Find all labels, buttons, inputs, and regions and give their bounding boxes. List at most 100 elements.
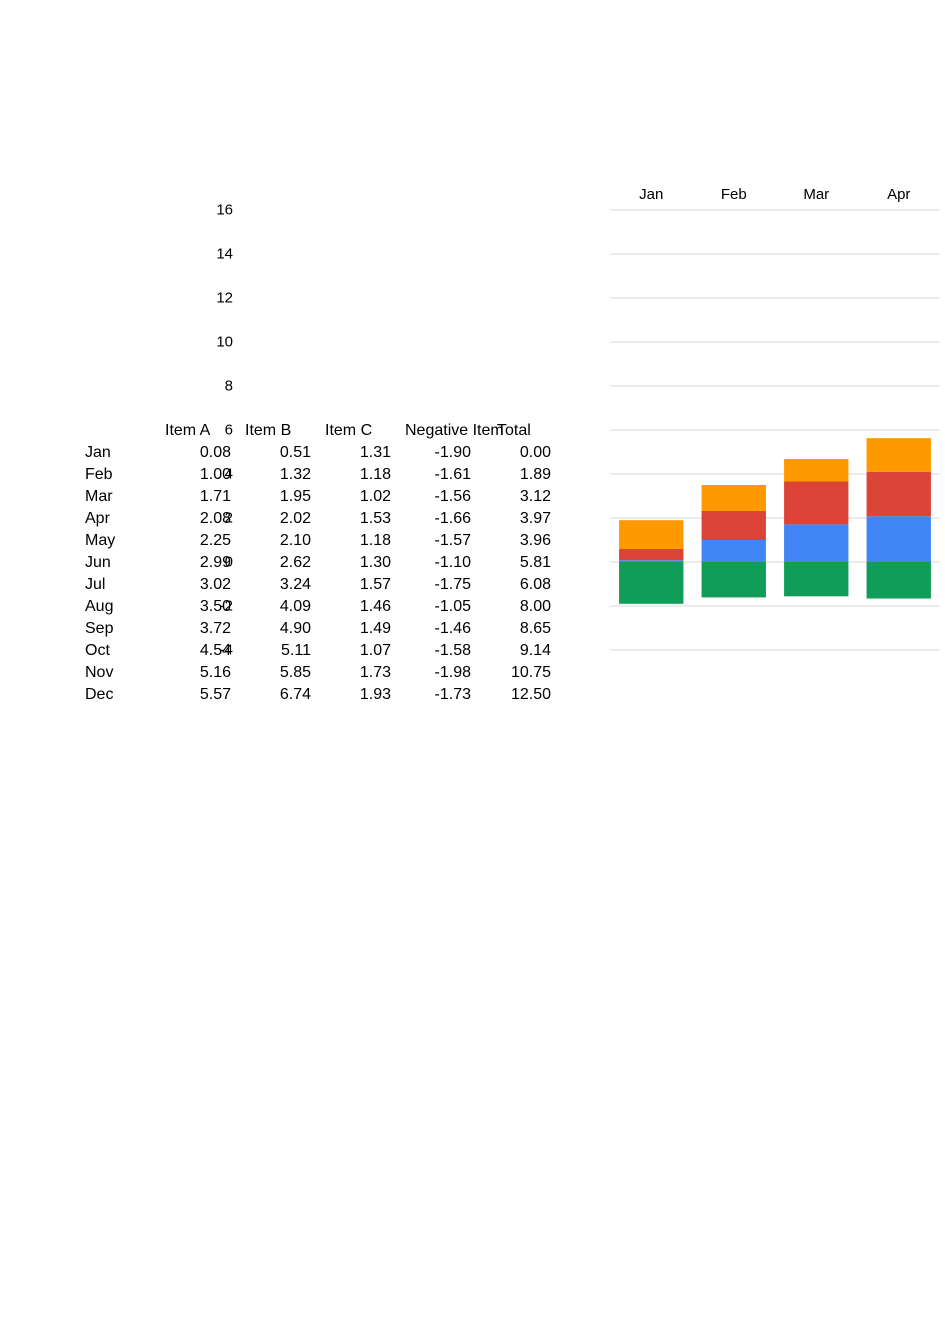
chart-plot-area bbox=[575, 180, 940, 654]
y-tick-label: 10 bbox=[216, 334, 233, 351]
table-row: Mar1.711.951.02-1.563.12 bbox=[85, 486, 565, 508]
table-cell: 4.54 bbox=[165, 640, 245, 662]
bar-segment bbox=[619, 560, 683, 562]
table-row: May2.252.101.18-1.573.96 bbox=[85, 530, 565, 552]
table-cell: 1.32 bbox=[245, 464, 325, 486]
row-month-label: Feb bbox=[85, 464, 165, 486]
y-tick-label: 0 bbox=[225, 554, 233, 571]
table-cell: 1.02 bbox=[325, 486, 405, 508]
table-cell: 1.57 bbox=[325, 574, 405, 596]
y-tick-label: 4 bbox=[225, 466, 233, 483]
table-cell: -1.57 bbox=[405, 530, 485, 552]
table-cell: 3.02 bbox=[165, 574, 245, 596]
bar-segment bbox=[784, 524, 848, 562]
bar-segment-negative bbox=[619, 562, 683, 604]
table-cell: -1.66 bbox=[405, 508, 485, 530]
y-tick-label: 12 bbox=[216, 290, 233, 307]
table-cell: 3.50 bbox=[165, 596, 245, 618]
table-cell: -1.05 bbox=[405, 596, 485, 618]
row-month-label: Nov bbox=[85, 662, 165, 684]
bar-segment-negative bbox=[867, 562, 931, 599]
table-cell: 1.73 bbox=[325, 662, 405, 684]
table-cell: 5.81 bbox=[485, 552, 565, 574]
table-cell: 1.71 bbox=[165, 486, 245, 508]
table-row: Jun2.992.621.30-1.105.81 bbox=[85, 552, 565, 574]
table-cell: 1.53 bbox=[325, 508, 405, 530]
table-cell: 3.97 bbox=[485, 508, 565, 530]
header-spacer bbox=[85, 420, 165, 442]
col-header: Item B bbox=[245, 420, 325, 442]
table-cell: -1.73 bbox=[405, 684, 485, 706]
bar-segment bbox=[867, 516, 931, 562]
y-tick-label: 6 bbox=[225, 422, 233, 439]
table-cell: 1.46 bbox=[325, 596, 405, 618]
table-row: Dec5.576.741.93-1.7312.50 bbox=[85, 684, 565, 706]
table-row: Jan0.080.511.31-1.900.00 bbox=[85, 442, 565, 464]
bar-segment bbox=[867, 472, 931, 516]
col-header: Item A bbox=[165, 420, 245, 442]
table-cell: 3.96 bbox=[485, 530, 565, 552]
table-cell: 1.95 bbox=[245, 486, 325, 508]
table-cell: 5.11 bbox=[245, 640, 325, 662]
table-cell: 10.75 bbox=[485, 662, 565, 684]
y-tick-label: 14 bbox=[216, 246, 233, 263]
bar-segment bbox=[702, 485, 766, 511]
table-cell: 2.62 bbox=[245, 552, 325, 574]
table-cell: 1.18 bbox=[325, 464, 405, 486]
row-month-label: Dec bbox=[85, 684, 165, 706]
table-row: Aug3.504.091.46-1.058.00 bbox=[85, 596, 565, 618]
table-row: Feb1.001.321.18-1.611.89 bbox=[85, 464, 565, 486]
table-cell: -1.90 bbox=[405, 442, 485, 464]
table-cell: -1.10 bbox=[405, 552, 485, 574]
table-cell: 0.08 bbox=[165, 442, 245, 464]
col-header-total-overlap: Total bbox=[497, 420, 531, 442]
row-month-label: Oct bbox=[85, 640, 165, 662]
table-cell: 8.00 bbox=[485, 596, 565, 618]
table-cell: 9.14 bbox=[485, 640, 565, 662]
data-table: Item A Item B Item C Negative Item Total… bbox=[85, 420, 565, 706]
row-month-label: Jul bbox=[85, 574, 165, 596]
col-header-negative: Negative Item bbox=[405, 422, 504, 439]
table-body: Jan0.080.511.31-1.900.00Feb1.001.321.18-… bbox=[85, 442, 565, 706]
bar-segment bbox=[784, 481, 848, 524]
row-month-label: May bbox=[85, 530, 165, 552]
table-row: Oct4.545.111.07-1.589.14 bbox=[85, 640, 565, 662]
bar-segment bbox=[619, 520, 683, 549]
table-cell: 12.50 bbox=[485, 684, 565, 706]
table-cell: 4.90 bbox=[245, 618, 325, 640]
table-cell: 2.25 bbox=[165, 530, 245, 552]
table-cell: 0.51 bbox=[245, 442, 325, 464]
table-cell: 1.89 bbox=[485, 464, 565, 486]
bar-segment bbox=[619, 549, 683, 560]
bar-segment-negative bbox=[784, 562, 848, 596]
table-cell: 2.02 bbox=[245, 508, 325, 530]
table-cell: -1.58 bbox=[405, 640, 485, 662]
table-cell: 1.30 bbox=[325, 552, 405, 574]
table-cell: 2.10 bbox=[245, 530, 325, 552]
y-tick-label: 8 bbox=[225, 378, 233, 395]
table-cell: 5.57 bbox=[165, 684, 245, 706]
table-cell: 5.16 bbox=[165, 662, 245, 684]
table-cell: -1.75 bbox=[405, 574, 485, 596]
table-cell: 3.24 bbox=[245, 574, 325, 596]
table-header-row: Item A Item B Item C Negative Item Total… bbox=[85, 420, 565, 442]
table-cell: 0.00 bbox=[485, 442, 565, 464]
row-month-label: Mar bbox=[85, 486, 165, 508]
y-tick-label: -2 bbox=[220, 598, 233, 615]
y-tick-label: 16 bbox=[216, 202, 233, 219]
table-row: Apr2.082.021.53-1.663.97 bbox=[85, 508, 565, 530]
table-cell: 1.93 bbox=[325, 684, 405, 706]
table-cell: 1.07 bbox=[325, 640, 405, 662]
row-month-label: Jun bbox=[85, 552, 165, 574]
table-cell: 8.65 bbox=[485, 618, 565, 640]
bar-segment bbox=[702, 511, 766, 540]
table-cell: 6.08 bbox=[485, 574, 565, 596]
table-cell: -1.98 bbox=[405, 662, 485, 684]
table-cell: 1.18 bbox=[325, 530, 405, 552]
table-cell: -1.56 bbox=[405, 486, 485, 508]
table-cell: 2.08 bbox=[165, 508, 245, 530]
bar-segment bbox=[702, 540, 766, 562]
col-header: Item C bbox=[325, 420, 405, 442]
bar-segment bbox=[784, 459, 848, 481]
y-tick-label: 2 bbox=[225, 510, 233, 527]
